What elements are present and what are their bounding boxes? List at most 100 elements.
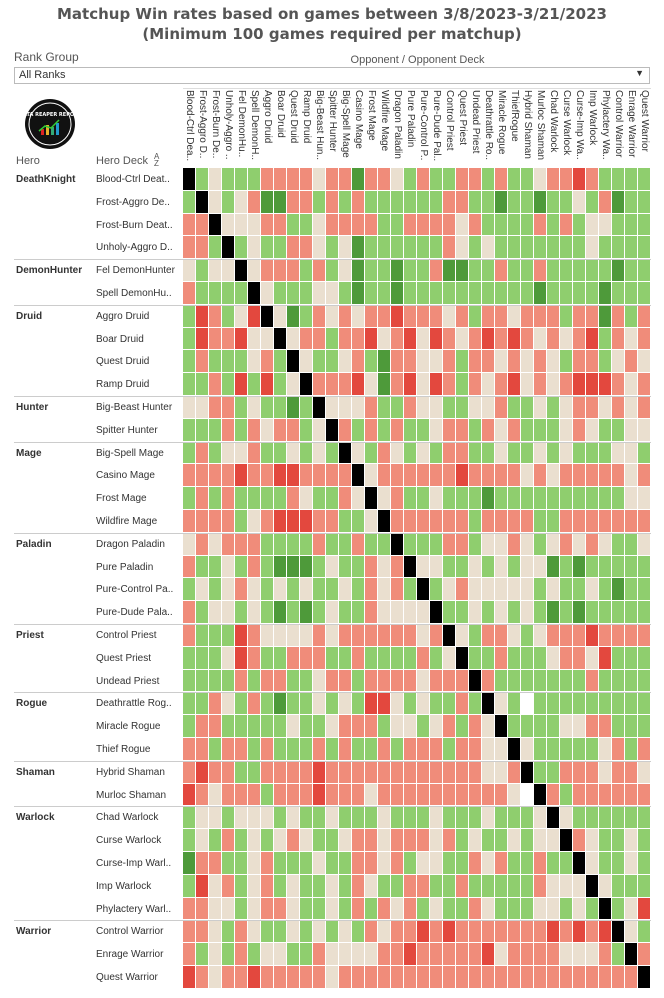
heatmap-cell[interactable] xyxy=(248,760,260,783)
heatmap-cell[interactable] xyxy=(209,418,221,441)
heatmap-cell[interactable] xyxy=(456,327,468,350)
heatmap-cell[interactable] xyxy=(261,350,273,373)
heatmap-cell[interactable] xyxy=(300,715,312,737)
heatmap-cell[interactable] xyxy=(378,396,390,418)
heatmap-cell[interactable] xyxy=(378,532,390,555)
heatmap-cell[interactable] xyxy=(300,304,312,327)
heatmap-cell[interactable] xyxy=(521,168,533,190)
heatmap-cell[interactable] xyxy=(183,190,195,213)
heatmap-cell[interactable] xyxy=(495,601,507,623)
heatmap-cell[interactable] xyxy=(183,601,195,623)
heatmap-cell[interactable] xyxy=(534,646,546,669)
heatmap-cell[interactable] xyxy=(365,806,377,829)
heatmap-cell[interactable] xyxy=(469,852,481,874)
heatmap-cell[interactable] xyxy=(495,487,507,509)
heatmap-cell[interactable] xyxy=(482,897,494,920)
heatmap-cell[interactable] xyxy=(638,259,650,281)
heatmap-cell[interactable] xyxy=(495,624,507,646)
heatmap-cell[interactable] xyxy=(599,168,611,190)
heatmap-cell[interactable] xyxy=(365,624,377,646)
heatmap-cell[interactable] xyxy=(222,236,234,259)
heatmap-cell[interactable] xyxy=(521,304,533,327)
heatmap-cell[interactable] xyxy=(378,601,390,623)
heatmap-cell[interactable] xyxy=(352,396,364,418)
heatmap-cell[interactable] xyxy=(495,966,507,988)
heatmap-cell[interactable] xyxy=(287,760,299,783)
heatmap-cell[interactable] xyxy=(261,806,273,829)
heatmap-cell[interactable] xyxy=(326,441,338,464)
heatmap-cell[interactable] xyxy=(287,396,299,418)
heatmap-cell[interactable] xyxy=(443,168,455,190)
heatmap-cell[interactable] xyxy=(378,852,390,874)
heatmap-cell[interactable] xyxy=(482,259,494,281)
heatmap-cell[interactable] xyxy=(547,646,559,669)
heatmap-cell[interactable] xyxy=(365,168,377,190)
heatmap-cell[interactable] xyxy=(612,829,624,851)
heatmap-cell[interactable] xyxy=(495,783,507,806)
heatmap-cell[interactable] xyxy=(326,578,338,601)
heatmap-cell[interactable] xyxy=(599,304,611,327)
heatmap-cell[interactable] xyxy=(261,715,273,737)
heatmap-cell[interactable] xyxy=(612,441,624,464)
heatmap-cell[interactable] xyxy=(209,646,221,669)
heatmap-cell[interactable] xyxy=(287,601,299,623)
heatmap-cell[interactable] xyxy=(547,350,559,373)
heatmap-cell[interactable] xyxy=(508,282,520,304)
heatmap-cell[interactable] xyxy=(430,418,442,441)
heatmap-cell[interactable] xyxy=(261,259,273,281)
heatmap-cell[interactable] xyxy=(443,441,455,464)
heatmap-cell[interactable] xyxy=(274,669,286,692)
heatmap-cell[interactable] xyxy=(469,168,481,190)
heatmap-cell[interactable] xyxy=(586,532,598,555)
heatmap-cell[interactable] xyxy=(222,624,234,646)
heatmap-cell[interactable] xyxy=(573,373,585,395)
heatmap-cell[interactable] xyxy=(638,738,650,760)
heatmap-cell[interactable] xyxy=(352,555,364,578)
heatmap-cell[interactable] xyxy=(586,304,598,327)
heatmap-cell[interactable] xyxy=(430,715,442,737)
heatmap-cell[interactable] xyxy=(391,738,403,760)
heatmap-cell[interactable] xyxy=(248,510,260,532)
heatmap-cell[interactable] xyxy=(378,966,390,988)
heatmap-cell[interactable] xyxy=(495,373,507,395)
heatmap-cell[interactable] xyxy=(352,282,364,304)
heatmap-cell[interactable] xyxy=(378,897,390,920)
heatmap-cell[interactable] xyxy=(560,806,572,829)
heatmap-cell[interactable] xyxy=(391,396,403,418)
heatmap-cell[interactable] xyxy=(430,692,442,715)
heatmap-cell[interactable] xyxy=(573,578,585,601)
heatmap-cell[interactable] xyxy=(482,829,494,851)
heatmap-cell[interactable] xyxy=(612,418,624,441)
heatmap-cell[interactable] xyxy=(352,578,364,601)
heatmap-cell[interactable] xyxy=(326,601,338,623)
heatmap-cell[interactable] xyxy=(430,874,442,897)
heatmap-cell[interactable] xyxy=(573,441,585,464)
heatmap-cell[interactable] xyxy=(625,920,637,943)
heatmap-cell[interactable] xyxy=(456,282,468,304)
heatmap-cell[interactable] xyxy=(287,806,299,829)
heatmap-cell[interactable] xyxy=(547,418,559,441)
heatmap-cell[interactable] xyxy=(326,715,338,737)
heatmap-cell[interactable] xyxy=(339,464,351,487)
heatmap-cell[interactable] xyxy=(339,396,351,418)
heatmap-cell[interactable] xyxy=(183,966,195,988)
heatmap-cell[interactable] xyxy=(183,669,195,692)
heatmap-cell[interactable] xyxy=(625,213,637,236)
heatmap-cell[interactable] xyxy=(469,806,481,829)
heatmap-cell[interactable] xyxy=(339,418,351,441)
heatmap-cell[interactable] xyxy=(365,396,377,418)
heatmap-cell[interactable] xyxy=(222,487,234,509)
heatmap-cell[interactable] xyxy=(378,760,390,783)
heatmap-cell[interactable] xyxy=(573,738,585,760)
heatmap-cell[interactable] xyxy=(313,783,325,806)
heatmap-cell[interactable] xyxy=(586,920,598,943)
heatmap-cell[interactable] xyxy=(430,259,442,281)
heatmap-cell[interactable] xyxy=(235,738,247,760)
heatmap-cell[interactable] xyxy=(508,966,520,988)
heatmap-cell[interactable] xyxy=(235,943,247,965)
heatmap-cell[interactable] xyxy=(612,920,624,943)
heatmap-cell[interactable] xyxy=(638,669,650,692)
heatmap-cell[interactable] xyxy=(599,441,611,464)
heatmap-cell[interactable] xyxy=(183,487,195,509)
heatmap-cell[interactable] xyxy=(339,259,351,281)
